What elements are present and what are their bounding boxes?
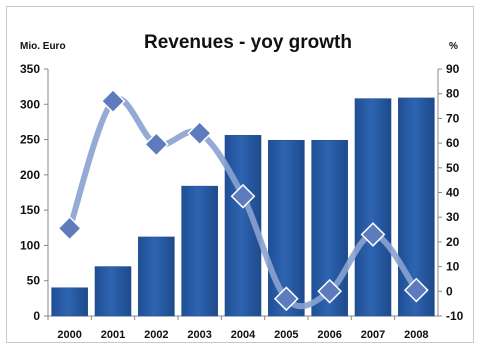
growth-point bbox=[317, 278, 343, 304]
left-tick-label: 200 bbox=[20, 168, 40, 182]
x-tick-label: 2004 bbox=[231, 329, 256, 341]
chart-title: Revenues - yoy growth bbox=[144, 32, 352, 53]
right-axis-unit-label: % bbox=[449, 41, 458, 52]
right-tick-label: 60 bbox=[446, 136, 460, 150]
x-tick-label: 2003 bbox=[187, 329, 211, 341]
right-tick-label: 50 bbox=[446, 161, 460, 175]
right-tick-label: 80 bbox=[446, 87, 460, 101]
revenue-bar bbox=[94, 266, 132, 317]
right-tick-label: 30 bbox=[446, 210, 460, 224]
revenue-bar bbox=[138, 236, 175, 317]
x-tick-label: 2008 bbox=[404, 329, 428, 341]
left-tick-label: 100 bbox=[20, 238, 40, 252]
right-tick-label: 0 bbox=[446, 284, 453, 298]
right-tick-label: 40 bbox=[446, 186, 460, 200]
x-tick-label: 2002 bbox=[144, 329, 168, 341]
growth-point bbox=[230, 183, 256, 209]
growth-point bbox=[100, 88, 126, 114]
left-tick-label: 0 bbox=[33, 309, 40, 323]
right-tick-label: -10 bbox=[446, 309, 464, 323]
growth-point bbox=[403, 277, 429, 303]
revenue-bar bbox=[354, 98, 392, 317]
revenue-bar bbox=[181, 185, 218, 317]
growth-point bbox=[187, 120, 213, 146]
right-tick-label: 20 bbox=[446, 235, 460, 249]
right-tick-label: 70 bbox=[446, 111, 460, 125]
x-tick-label: 2005 bbox=[274, 329, 298, 341]
revenue-bar bbox=[51, 287, 88, 317]
growth-point bbox=[143, 131, 169, 157]
right-tick-label: 90 bbox=[446, 62, 460, 76]
left-tick-label: 50 bbox=[27, 274, 41, 288]
x-tick-label: 2006 bbox=[317, 329, 341, 341]
left-tick-label: 350 bbox=[20, 62, 40, 76]
x-tick-label: 2001 bbox=[101, 329, 125, 341]
left-tick-label: 300 bbox=[20, 97, 40, 111]
growth-point bbox=[273, 286, 299, 312]
growth-point bbox=[360, 222, 386, 247]
x-tick-label: 2000 bbox=[57, 329, 81, 341]
growth-point bbox=[57, 215, 83, 241]
x-tick-label: 2007 bbox=[361, 329, 385, 341]
left-tick-label: 150 bbox=[20, 203, 40, 217]
left-axis-unit-label: Mio. Euro bbox=[20, 41, 66, 52]
left-tick-label: 250 bbox=[20, 133, 40, 147]
right-tick-label: 10 bbox=[446, 260, 460, 274]
